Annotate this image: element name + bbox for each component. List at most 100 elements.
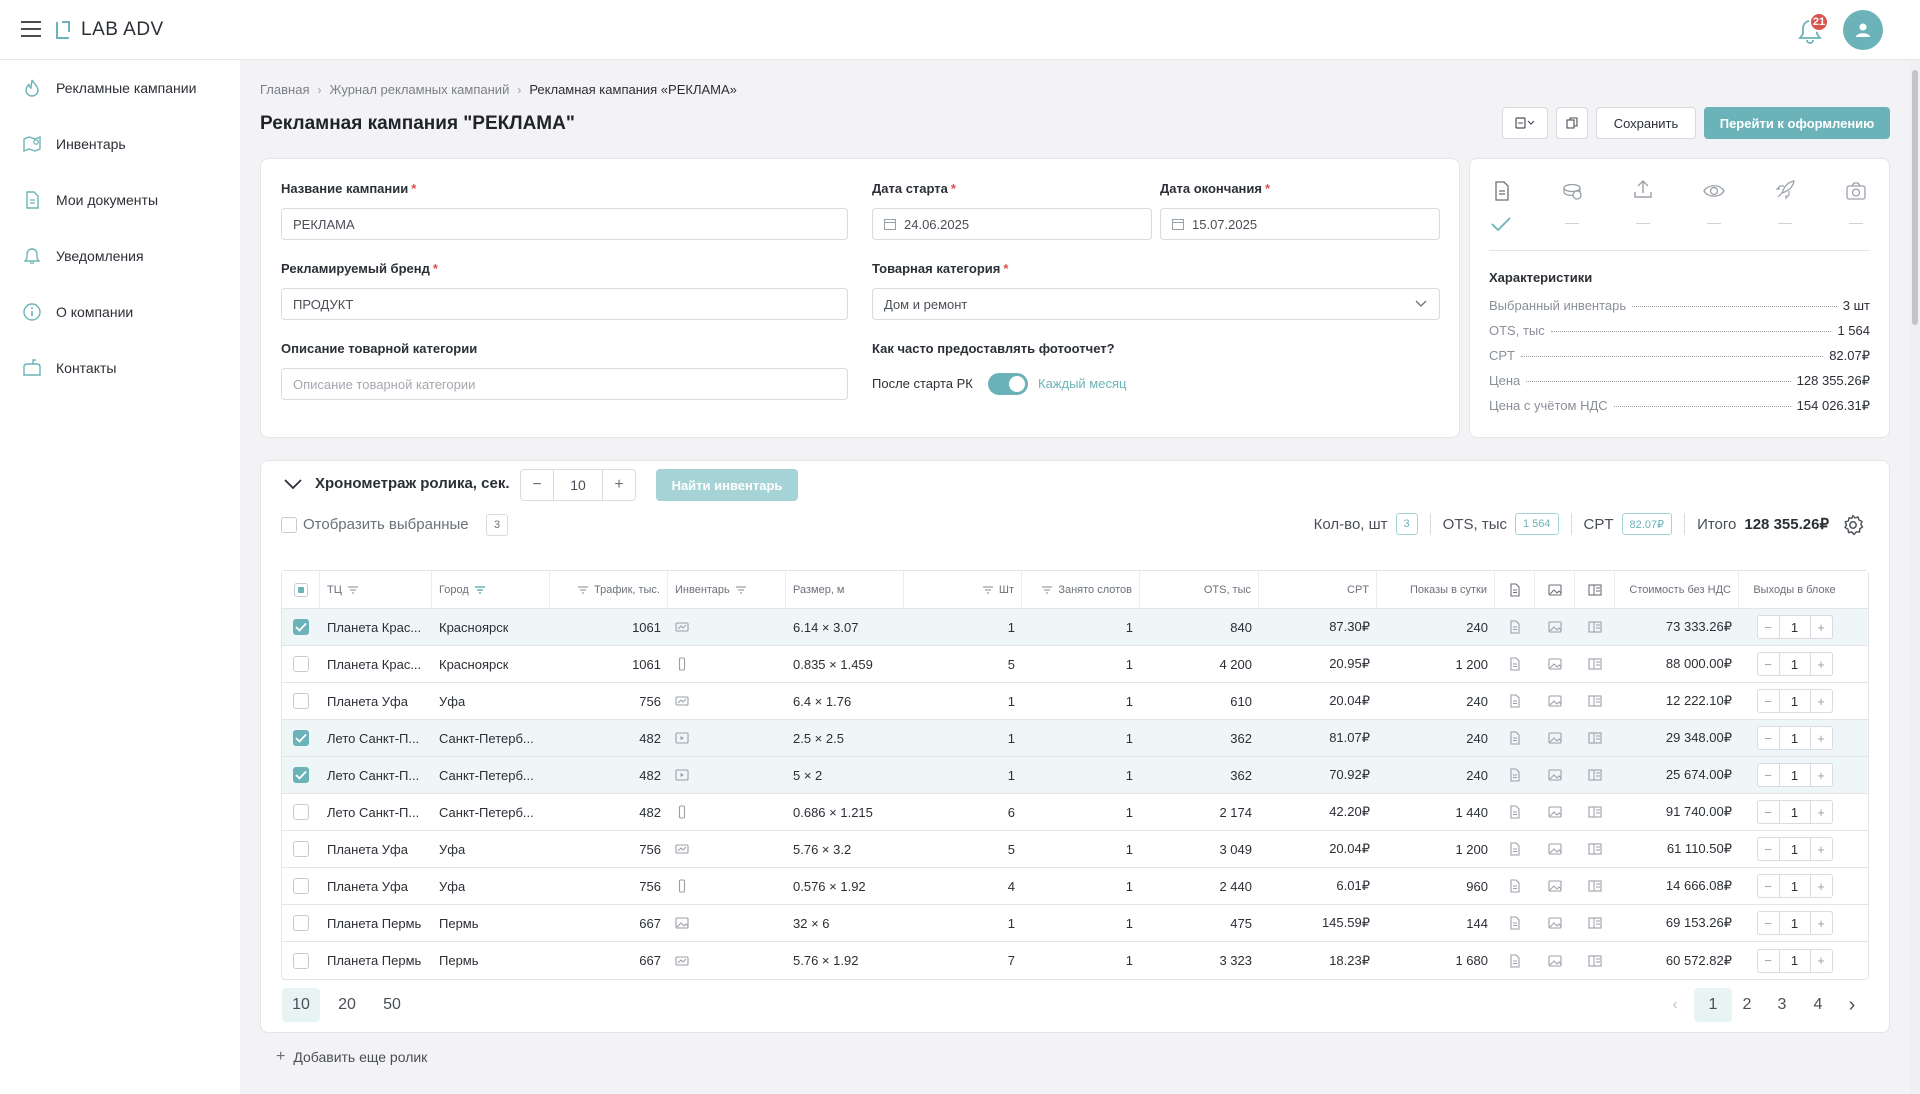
column-traffic[interactable]: Трафик, тыс. [550, 571, 668, 608]
row-checkbox[interactable] [293, 656, 309, 672]
filter-active-icon[interactable] [474, 585, 486, 595]
image-icon[interactable] [1548, 916, 1562, 930]
table-row[interactable]: Планета Крас... Красноярск 1061 0.835 × 1.4… [282, 646, 1868, 683]
photo-report-toggle[interactable] [988, 373, 1028, 395]
outs-value[interactable]: 1 [1778, 875, 1811, 897]
row-checkbox[interactable] [293, 730, 309, 746]
document-icon[interactable] [1508, 620, 1522, 634]
page-3[interactable]: 3 [1777, 996, 1787, 1013]
duration-value[interactable]: 10 [553, 470, 603, 500]
filter-icon[interactable] [347, 585, 359, 595]
outs-value[interactable]: 1 [1778, 838, 1811, 860]
column-cpt[interactable]: CPT [1259, 571, 1377, 608]
increment-button[interactable]: + [1817, 767, 1825, 783]
image-icon[interactable] [1548, 768, 1562, 782]
column-city[interactable]: Город [432, 571, 550, 608]
row-checkbox[interactable] [293, 804, 309, 820]
copy-button[interactable] [1556, 107, 1588, 139]
image-icon[interactable] [1548, 731, 1562, 745]
start-date-input[interactable]: 24.06.2025 [872, 208, 1152, 240]
image-icon[interactable] [1548, 694, 1562, 708]
layout-icon[interactable] [1588, 620, 1602, 634]
document-icon[interactable] [1508, 805, 1522, 819]
show-selected-checkbox[interactable] [281, 517, 297, 533]
page-2[interactable]: 2 [1742, 996, 1752, 1013]
layout-icon[interactable] [1588, 954, 1602, 968]
select-all-checkbox[interactable] [293, 582, 308, 597]
proceed-button[interactable]: Перейти к оформлению [1704, 107, 1890, 139]
increment-button[interactable]: + [1817, 656, 1825, 672]
camera-icon[interactable] [1845, 180, 1867, 202]
app-logo[interactable]: LAB ADV [55, 19, 164, 41]
layout-icon[interactable] [1588, 842, 1602, 856]
outs-value[interactable]: 1 [1778, 801, 1811, 823]
image-icon[interactable] [1548, 657, 1562, 671]
layout-icon[interactable] [1588, 694, 1602, 708]
column-outs[interactable]: Выходы в блоке [1753, 583, 1836, 596]
image-icon[interactable] [1548, 954, 1562, 968]
row-checkbox[interactable] [293, 619, 309, 635]
increment-button[interactable]: + [1817, 730, 1825, 746]
save-button[interactable]: Сохранить [1596, 107, 1696, 139]
document-icon[interactable] [1508, 842, 1522, 856]
menu-icon[interactable] [21, 20, 43, 38]
coins-icon[interactable] [1561, 180, 1583, 202]
row-checkbox[interactable] [293, 915, 309, 931]
layout-icon[interactable] [1588, 916, 1602, 930]
campaign-name-input[interactable]: РЕКЛАМА [281, 208, 848, 240]
page-scrollbar[interactable] [1910, 60, 1920, 1094]
layout-icon[interactable] [1588, 805, 1602, 819]
table-row[interactable]: Планета Уфа Уфа 756 0.576 × 1.92 4 1 2 440 6.01… [282, 868, 1868, 905]
layout-icon[interactable] [1588, 657, 1602, 671]
outs-value[interactable]: 1 [1778, 949, 1811, 972]
image-icon[interactable] [1548, 805, 1562, 819]
sidebar-item-inventory[interactable]: Инвентарь [0, 116, 240, 172]
decrement-button[interactable]: − [532, 476, 542, 493]
outs-value[interactable]: 1 [1778, 616, 1811, 638]
upload-icon[interactable] [1632, 178, 1654, 200]
layout-icon[interactable] [1588, 879, 1602, 893]
table-row[interactable]: Планета Пермь Пермь 667 32 × 6 1 1 475 145.59₽ 1… [282, 905, 1868, 942]
table-row[interactable]: Лето Санкт-П... Санкт-Петерб... 482 0.686 ×… [282, 794, 1868, 831]
decrement-button[interactable]: − [1764, 619, 1772, 635]
next-page-chevron-icon[interactable]: › [1848, 993, 1856, 1016]
outs-value[interactable]: 1 [1778, 764, 1811, 786]
image-icon[interactable] [1548, 620, 1562, 634]
table-row[interactable]: Лето Санкт-П... Санкт-Петерб... 482 2.5 × 2… [282, 720, 1868, 757]
table-row[interactable]: Лето Санкт-П... Санкт-Петерб... 482 5 × 2 1 1… [282, 757, 1868, 794]
increment-button[interactable]: + [1817, 953, 1825, 968]
decrement-button[interactable]: − [1764, 693, 1772, 709]
image-icon[interactable] [1548, 842, 1562, 856]
sidebar-item-documents[interactable]: Мои документы [0, 172, 240, 228]
document-icon[interactable] [1508, 879, 1522, 893]
filter-icon[interactable] [577, 585, 589, 595]
outs-value[interactable]: 1 [1778, 727, 1811, 749]
document-icon[interactable] [1491, 180, 1513, 202]
increment-button[interactable]: + [1817, 693, 1825, 709]
table-row[interactable]: Планета Крас... Красноярск 1061 6.14 × 3.07… [282, 609, 1868, 646]
decrement-button[interactable]: − [1764, 915, 1772, 931]
prev-page-chevron-icon[interactable]: ‹ [1672, 996, 1678, 1013]
brand-input[interactable]: ПРОДУКТ [281, 288, 848, 320]
table-row[interactable]: Планета Уфа Уфа 756 6.4 × 1.76 1 1 610 20.04₽ 24… [282, 683, 1868, 720]
page-size-10[interactable]: 10 [282, 988, 320, 1022]
layout-icon[interactable] [1588, 768, 1602, 782]
gear-icon[interactable] [1842, 514, 1864, 536]
column-slots[interactable]: Занято слотов [1022, 571, 1140, 608]
page-size-50[interactable]: 50 [383, 996, 401, 1013]
row-checkbox[interactable] [293, 767, 309, 783]
sidebar-item-campaigns[interactable]: Рекламные кампании [0, 60, 240, 116]
column-mall[interactable]: ТЦ [320, 571, 432, 608]
document-icon[interactable] [1508, 657, 1522, 671]
increment-button[interactable]: + [1817, 619, 1825, 635]
decrement-button[interactable]: − [1764, 656, 1772, 672]
add-video-link[interactable]: + Добавить еще ролик [276, 1048, 428, 1065]
category-select[interactable]: Дом и ремонт [872, 288, 1440, 320]
column-cost[interactable]: Стоимость без НДС [1615, 571, 1739, 608]
row-checkbox[interactable] [293, 841, 309, 857]
increment-button[interactable]: + [1817, 804, 1825, 820]
sidebar-item-company[interactable]: О компании [0, 284, 240, 340]
column-size[interactable]: Размер, м [786, 571, 904, 608]
document-icon[interactable] [1508, 694, 1522, 708]
decrement-button[interactable]: − [1764, 804, 1772, 820]
